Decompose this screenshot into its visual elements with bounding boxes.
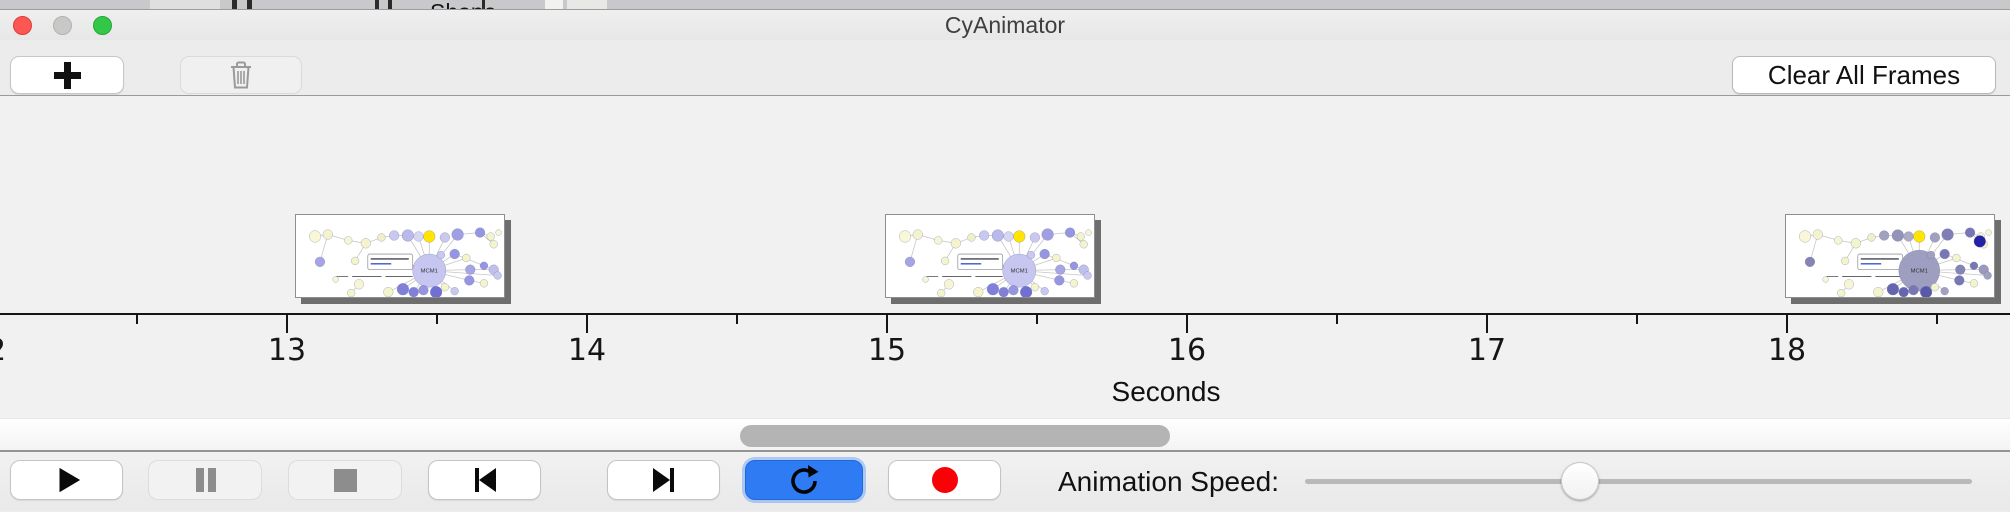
timeline-ruler-line — [0, 313, 2010, 315]
timeline-panel: MCM1 MCM1 MCM1 12 13 14 15 16 17 18 Seconds — [0, 95, 2010, 450]
minor-tick — [1636, 315, 1638, 324]
clear-all-frames-button[interactable]: Clear All Frames — [1732, 56, 1996, 94]
major-tick — [1486, 315, 1488, 333]
tick-label: 12 — [0, 333, 32, 368]
delete-frame-button[interactable] — [180, 56, 302, 94]
toolbar: Clear All Frames — [0, 40, 2010, 95]
plus-icon — [54, 62, 81, 89]
record-button[interactable] — [888, 460, 1001, 500]
skip-forward-icon — [652, 468, 674, 492]
frame-thumbnail[interactable]: MCM1 — [295, 214, 505, 298]
frame-network-preview: MCM1 — [308, 227, 502, 297]
pause-button[interactable] — [148, 460, 262, 500]
background-window-sliver: Shape — [0, 0, 2010, 9]
background-icon-fragment — [232, 0, 237, 9]
playback-bar: Animation Speed: — [0, 450, 2010, 510]
stop-button[interactable] — [288, 460, 402, 500]
add-frame-button[interactable] — [10, 56, 124, 94]
minor-tick — [736, 315, 738, 324]
svg-text:MCM1: MCM1 — [1911, 269, 1928, 275]
minor-tick — [1036, 315, 1038, 324]
background-toolbar-block — [545, 0, 563, 9]
background-icon-fragment — [388, 0, 392, 9]
clear-all-frames-label: Clear All Frames — [1767, 59, 1961, 90]
frame-thumbnail[interactable]: MCM1 — [885, 214, 1095, 298]
tick-label: 17 — [1467, 333, 1507, 368]
tick-label: 16 — [1167, 333, 1207, 368]
trash-icon — [231, 61, 251, 89]
major-tick — [586, 315, 588, 333]
svg-text:MCM1: MCM1 — [1011, 269, 1028, 275]
background-icon-fragment — [375, 0, 379, 9]
stop-icon — [334, 469, 357, 492]
minor-tick — [136, 315, 138, 324]
major-tick — [886, 315, 888, 333]
background-shape-label: Shape — [430, 1, 497, 10]
timeline-scrollbar-thumb[interactable] — [740, 425, 1170, 447]
play-button[interactable] — [10, 460, 123, 500]
skip-back-icon — [474, 468, 496, 492]
minor-tick — [1936, 315, 1938, 324]
background-toolbar-block — [150, 0, 220, 9]
play-icon — [59, 467, 80, 493]
tick-label: 13 — [267, 333, 307, 368]
background-icon-fragment — [482, 0, 485, 9]
window-title: CyAnimator — [944, 12, 1066, 38]
background-toolbar-block — [567, 0, 607, 9]
skip-to-start-button[interactable] — [428, 460, 541, 500]
tick-label: 14 — [567, 333, 607, 368]
animation-speed-knob[interactable] — [1561, 462, 1599, 500]
skip-to-end-button[interactable] — [607, 460, 720, 500]
frame-network-preview: MCM1 — [1798, 227, 1992, 297]
frame-network-preview: MCM1 — [898, 227, 1092, 297]
zoom-button[interactable] — [93, 16, 112, 35]
loop-icon — [791, 465, 819, 494]
major-tick — [1786, 315, 1788, 333]
tick-label: 18 — [1767, 333, 1807, 368]
minimize-button — [53, 16, 72, 35]
animation-speed-label: Animation Speed: — [1058, 466, 1280, 497]
major-tick — [1186, 315, 1188, 333]
loop-button[interactable] — [745, 460, 863, 500]
title-bar: CyAnimator — [0, 9, 2010, 40]
minor-tick — [436, 315, 438, 324]
close-button[interactable] — [13, 16, 32, 35]
major-tick — [286, 315, 288, 333]
record-icon — [931, 467, 958, 493]
axis-label: Seconds — [1111, 376, 1221, 407]
frame-thumbnail[interactable]: MCM1 — [1785, 214, 1995, 298]
animation-speed-track[interactable] — [1305, 479, 1972, 484]
pause-icon — [196, 468, 216, 492]
background-icon-fragment — [247, 0, 252, 9]
svg-text:MCM1: MCM1 — [421, 269, 438, 275]
minor-tick — [1336, 315, 1338, 324]
timeline-scrollbar-track[interactable] — [0, 418, 2010, 450]
tick-label: 15 — [867, 333, 907, 368]
